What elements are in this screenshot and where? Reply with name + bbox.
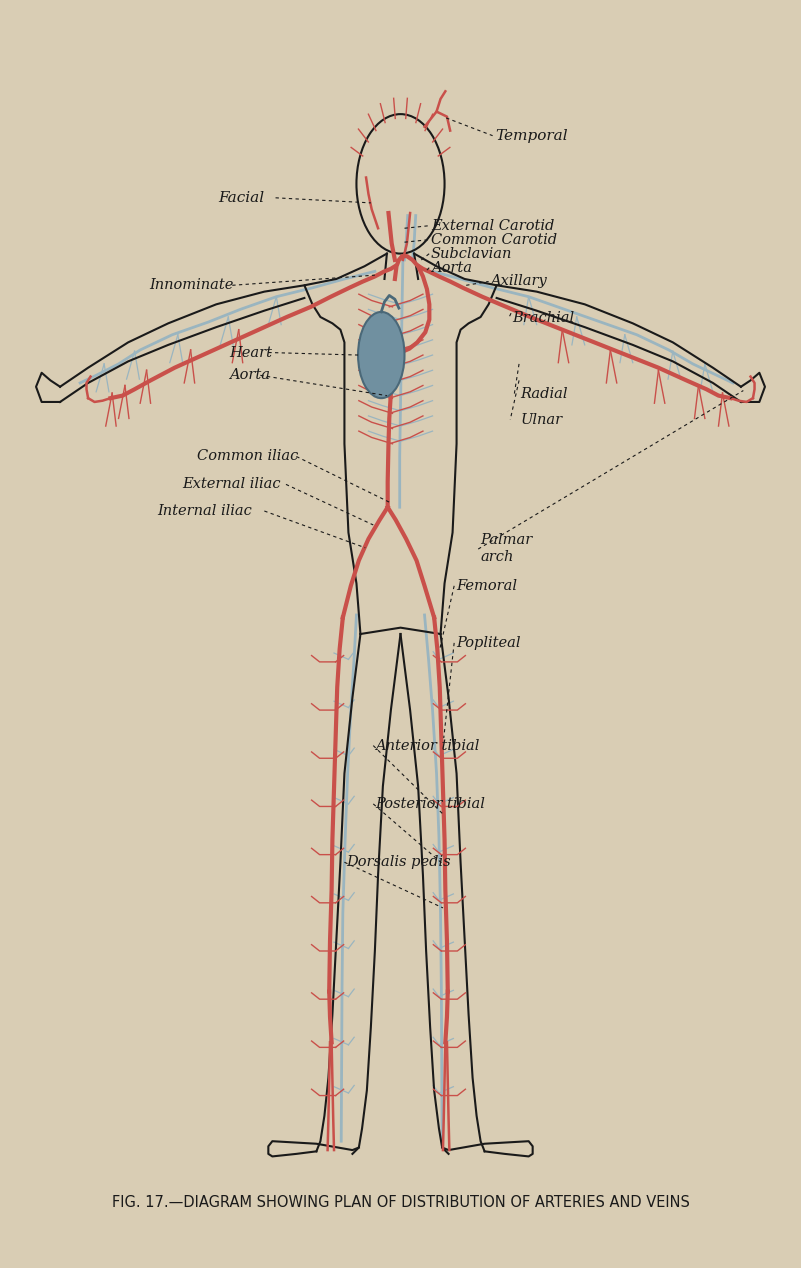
Text: arch: arch [481,549,514,564]
Ellipse shape [358,312,405,398]
Text: Temporal: Temporal [495,128,568,143]
Text: Brachial: Brachial [513,311,575,326]
Text: Common iliac: Common iliac [197,449,299,464]
Text: Aorta: Aorta [229,368,270,383]
Text: External Carotid: External Carotid [431,218,554,233]
Text: Facial: Facial [218,190,264,205]
Text: Popliteal: Popliteal [457,635,521,650]
Text: Innominate: Innominate [149,278,233,293]
Text: Palmar: Palmar [481,533,533,548]
Text: FIG. 17.—DIAGRAM SHOWING PLAN OF DISTRIBUTION OF ARTERIES AND VEINS: FIG. 17.—DIAGRAM SHOWING PLAN OF DISTRIB… [111,1194,690,1210]
Text: Heart: Heart [229,345,272,360]
Text: Anterior tibial: Anterior tibial [375,738,479,753]
Text: Axillary: Axillary [490,274,547,289]
Text: Subclavian: Subclavian [431,246,513,261]
Text: Dorsalis pedis: Dorsalis pedis [346,855,451,870]
Text: Ulnar: Ulnar [521,412,563,427]
Text: Femoral: Femoral [457,578,517,593]
Text: Aorta: Aorta [431,260,472,275]
Text: Common Carotid: Common Carotid [431,232,557,247]
Text: Radial: Radial [521,387,568,402]
Text: Posterior tibial: Posterior tibial [375,796,485,812]
Text: Internal iliac: Internal iliac [157,503,252,519]
Text: External iliac: External iliac [183,477,281,492]
